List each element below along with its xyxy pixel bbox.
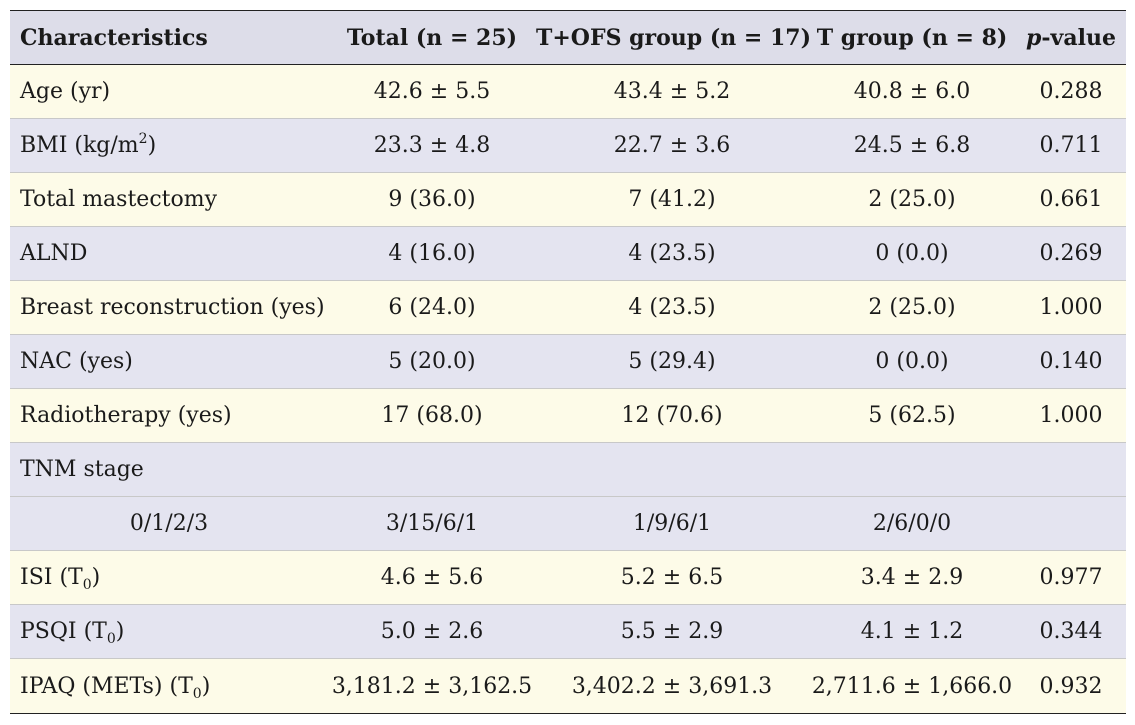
table-row: NAC (yes) 5 (20.0) 5 (29.4) 0 (0.0) 0.14… xyxy=(10,335,1126,389)
row-label-text: IPAQ (METs) (T xyxy=(20,673,193,699)
table-row: 0/1/2/3 3/15/6/1 1/9/6/1 2/6/0/0 xyxy=(10,497,1126,551)
table-row: Total mastectomy 9 (36.0) 7 (41.2) 2 (25… xyxy=(10,173,1126,227)
total-value: 17 (68.0) xyxy=(381,403,483,428)
table-row: ISI (T0) 4.6 ± 5.6 5.2 ± 6.5 3.4 ± 2.9 0… xyxy=(10,551,1126,605)
row-label: ISI (T0) xyxy=(10,565,328,593)
total-value: 4 (16.0) xyxy=(388,241,476,266)
total-value: 5 (20.0) xyxy=(388,349,476,374)
p-value: 1.000 xyxy=(1039,295,1103,320)
total-value: 5.0 ± 2.6 xyxy=(380,619,484,644)
p-value: 0.711 xyxy=(1039,133,1103,158)
row-label: NAC (yes) xyxy=(20,349,133,374)
header-total: Total (n = 25) xyxy=(346,24,518,51)
table-header-row: Characteristics Total (n = 25) T+OFS gro… xyxy=(10,11,1126,65)
row-label: Age (yr) xyxy=(20,79,111,104)
tofs-value: 12 (70.6) xyxy=(621,403,723,428)
table-row: Radiotherapy (yes) 17 (68.0) 12 (70.6) 5… xyxy=(10,389,1126,443)
tofs-value: 3,402.2 ± 3,691.3 xyxy=(571,673,773,699)
row-label-close: ) xyxy=(147,133,157,158)
t-value: 0 (0.0) xyxy=(875,349,949,374)
subscript: 0 xyxy=(192,685,202,702)
p-letter: p xyxy=(1026,24,1042,51)
t-value: 5 (62.5) xyxy=(868,403,956,428)
table-row: TNM stage xyxy=(10,443,1126,497)
tofs-value: 4 (23.5) xyxy=(628,295,716,320)
table-row: IPAQ (METs) (T0) 3,181.2 ± 3,162.5 3,402… xyxy=(10,659,1126,713)
tofs-value: 7 (41.2) xyxy=(628,187,716,212)
total-value: 6 (24.0) xyxy=(388,295,476,320)
p-value: 0.344 xyxy=(1039,619,1103,644)
tofs-value: 4 (23.5) xyxy=(628,241,716,266)
p-value: 0.977 xyxy=(1039,565,1103,590)
row-label: BMI (kg/m2) xyxy=(10,131,328,158)
row-label: Total mastectomy xyxy=(20,187,218,212)
total-value: 23.3 ± 4.8 xyxy=(373,133,491,158)
tofs-value: 5 (29.4) xyxy=(628,349,716,374)
tofs-value: 22.7 ± 3.6 xyxy=(613,133,731,158)
t-value: 2 (25.0) xyxy=(868,187,956,212)
total-value: 42.6 ± 5.5 xyxy=(373,79,491,104)
row-label-close: ) xyxy=(201,673,211,699)
row-label: IPAQ (METs) (T0) xyxy=(10,673,328,702)
tofs-value: 1/9/6/1 xyxy=(632,511,712,536)
p-value: 0.661 xyxy=(1039,187,1103,212)
table-row: ALND 4 (16.0) 4 (23.5) 0 (0.0) 0.269 xyxy=(10,227,1126,281)
row-label: TNM stage xyxy=(20,457,144,482)
p-value: 1.000 xyxy=(1039,403,1103,428)
t-value: 3.4 ± 2.9 xyxy=(860,565,964,590)
row-label-text: BMI (kg/m xyxy=(20,133,139,158)
header-p-value: p-value xyxy=(1016,25,1126,51)
total-value: 4.6 ± 5.6 xyxy=(380,565,484,590)
p-value: 0.288 xyxy=(1039,79,1103,104)
row-label-close: ) xyxy=(91,565,101,590)
header-t-group: T group (n = 8) xyxy=(816,24,1008,51)
tofs-value: 43.4 ± 5.2 xyxy=(613,79,731,104)
subscript: 0 xyxy=(82,577,92,593)
tofs-value: 5.2 ± 6.5 xyxy=(620,565,724,590)
superscript: 2 xyxy=(138,131,148,147)
row-label: Radiotherapy (yes) xyxy=(20,403,232,428)
header-tofs-group: T+OFS group (n = 17) xyxy=(536,24,811,51)
table-row: Breast reconstruction (yes) 6 (24.0) 4 (… xyxy=(10,281,1126,335)
tofs-value: 5.5 ± 2.9 xyxy=(620,619,724,644)
table-row: PSQI (T0) 5.0 ± 2.6 5.5 ± 2.9 4.1 ± 1.2 … xyxy=(10,605,1126,659)
p-value-suffix: -value xyxy=(1041,24,1116,51)
header-characteristics: Characteristics xyxy=(20,24,208,51)
table-row: BMI (kg/m2) 23.3 ± 4.8 22.7 ± 3.6 24.5 ±… xyxy=(10,119,1126,173)
t-value: 2,711.6 ± 1,666.0 xyxy=(811,673,1013,699)
total-value: 3,181.2 ± 3,162.5 xyxy=(331,673,533,699)
row-label: 0/1/2/3 xyxy=(129,511,209,536)
p-value: 0.269 xyxy=(1039,241,1103,266)
row-label-text: ISI (T xyxy=(20,565,83,590)
t-value: 24.5 ± 6.8 xyxy=(853,133,971,158)
t-value: 2 (25.0) xyxy=(868,295,956,320)
t-value: 40.8 ± 6.0 xyxy=(853,79,971,104)
table-row: Age (yr) 42.6 ± 5.5 43.4 ± 5.2 40.8 ± 6.… xyxy=(10,65,1126,119)
row-label: ALND xyxy=(20,241,88,266)
t-value: 4.1 ± 1.2 xyxy=(860,619,964,644)
row-label-text: PSQI (T xyxy=(20,619,107,644)
p-value: 0.140 xyxy=(1039,349,1103,374)
subscript: 0 xyxy=(106,631,116,647)
t-value: 2/6/0/0 xyxy=(872,511,952,536)
p-value: 0.932 xyxy=(1039,673,1103,699)
characteristics-table: Characteristics Total (n = 25) T+OFS gro… xyxy=(10,10,1126,714)
t-value: 0 (0.0) xyxy=(875,241,949,266)
total-value: 9 (36.0) xyxy=(388,187,476,212)
row-label-close: ) xyxy=(115,619,125,644)
row-label: Breast reconstruction (yes) xyxy=(20,295,325,320)
total-value: 3/15/6/1 xyxy=(385,511,479,536)
row-label: PSQI (T0) xyxy=(10,619,328,647)
